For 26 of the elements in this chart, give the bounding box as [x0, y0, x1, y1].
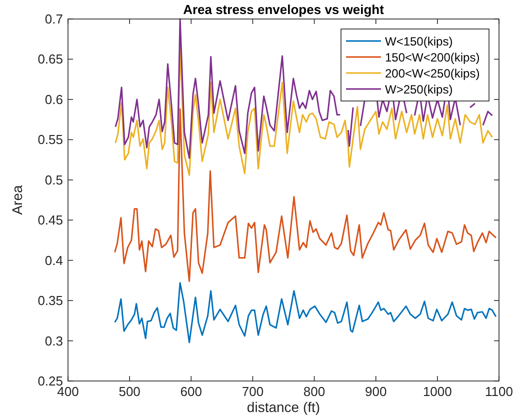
- y-tick-label: 0.4: [44, 252, 63, 268]
- y-tick-label: 0.3: [44, 333, 63, 348]
- x-tick-label: 600: [180, 384, 202, 399]
- line-series: [114, 282, 497, 344]
- y-tick-label: 0.55: [38, 132, 63, 148]
- y-tick-label: 0.5: [44, 172, 63, 188]
- legend-label: 200<W<250(kips): [385, 66, 480, 80]
- y-tick-label: 0.35: [38, 293, 63, 308]
- x-tick-label: 900: [365, 384, 387, 399]
- y-tick-label: 0.7: [44, 12, 63, 26]
- legend-label: 150<W<200(kips): [385, 50, 480, 64]
- line-series: [114, 108, 497, 282]
- y-tick-label: 0.65: [38, 52, 63, 67]
- legend-label: W<150(kips): [385, 34, 453, 48]
- chart-title: Area stress envelopes vs weight: [183, 2, 385, 17]
- x-tick-label: 1100: [485, 384, 513, 399]
- y-tick-label: 0.45: [38, 212, 63, 228]
- x-axis-title: distance (ft): [246, 399, 320, 415]
- x-tick-label: 500: [118, 384, 140, 399]
- y-tick-label: 0.6: [44, 92, 63, 107]
- y-axis-title: Area: [9, 185, 25, 215]
- x-tick-label: 800: [303, 384, 326, 399]
- x-tick-label: 1000: [422, 384, 452, 399]
- y-tick-label: 0.25: [38, 374, 63, 388]
- legend-label: W>250(kips): [385, 82, 453, 96]
- x-tick-label: 700: [242, 384, 264, 399]
